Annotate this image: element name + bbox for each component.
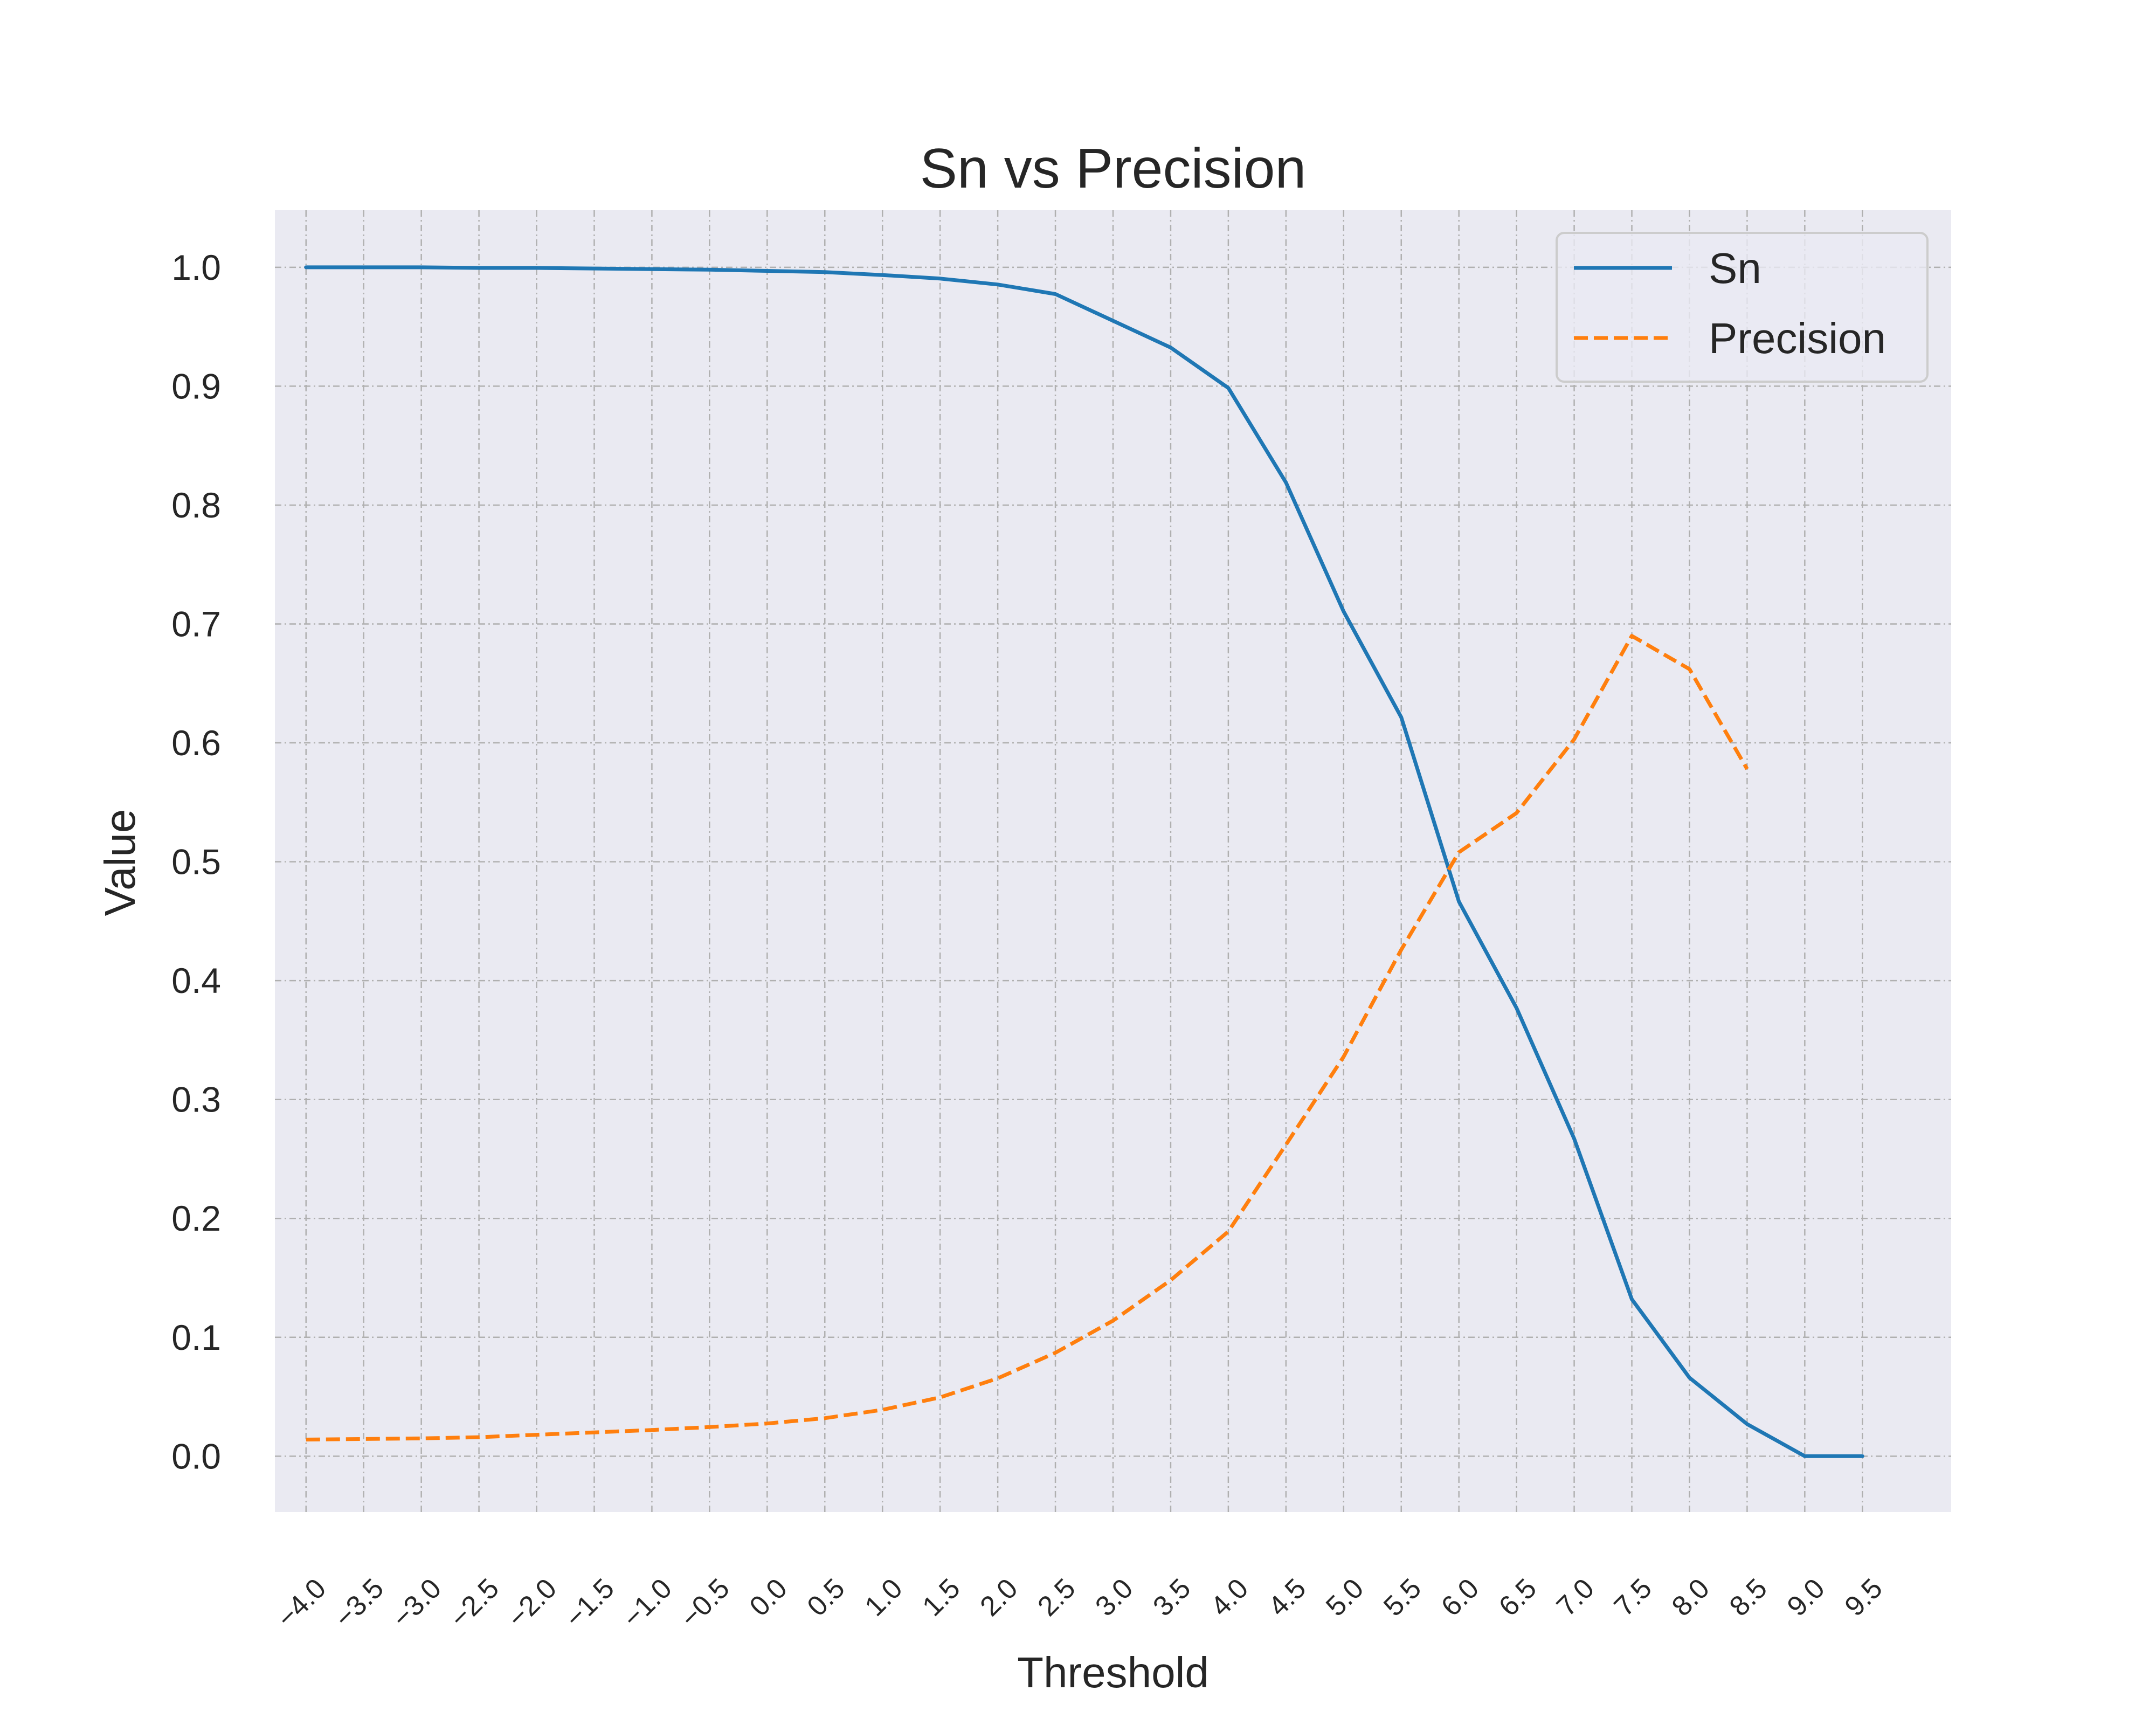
x-tick-label: 4.5: [1262, 1572, 1312, 1622]
x-tick-label: 9.0: [1781, 1572, 1831, 1622]
y-tick-label: 0.9: [171, 366, 221, 406]
x-tick-label: 1.0: [859, 1572, 909, 1622]
legend-box: [1556, 232, 1929, 383]
x-tick-label: 9.5: [1839, 1572, 1889, 1622]
y-tick-label: 0.4: [171, 961, 221, 1000]
y-tick-label: 0.8: [171, 485, 221, 525]
y-tick-label: 0.2: [171, 1198, 221, 1238]
legend-sn-label: Sn: [1709, 244, 1761, 292]
series-line-sn: [304, 265, 1864, 1458]
x-tick-label: 7.0: [1551, 1572, 1600, 1622]
x-tick-label: 3.5: [1147, 1572, 1197, 1622]
legend-precision-label: Precision: [1709, 314, 1886, 362]
x-tick-label: 6.0: [1435, 1572, 1485, 1622]
x-tick-label: −3.5: [329, 1572, 390, 1634]
x-tick-label: 8.0: [1666, 1572, 1716, 1622]
x-tick-label: 2.5: [1032, 1572, 1081, 1622]
x-tick-label: 8.5: [1724, 1572, 1773, 1622]
x-tick-label: 4.0: [1205, 1572, 1254, 1622]
y-tick-label: 0.7: [171, 604, 221, 644]
y-axis-label: Value: [96, 809, 144, 916]
y-tick-label: 0.3: [171, 1080, 221, 1120]
y-tick-label: 0.5: [171, 842, 221, 882]
x-tick-label: 5.5: [1378, 1572, 1427, 1622]
x-tick-label: −4.0: [271, 1572, 333, 1634]
x-tick-label: −3.0: [386, 1572, 448, 1634]
x-tick-label: 0.5: [801, 1572, 851, 1622]
y-tick-label: 0.6: [171, 723, 221, 763]
x-tick-label: −1.5: [559, 1572, 620, 1634]
x-tick-label: −0.5: [674, 1572, 736, 1634]
x-tick-label: 1.5: [917, 1572, 966, 1622]
x-tick-label: −2.5: [444, 1572, 505, 1634]
legend: Sn Precision: [1556, 232, 1929, 383]
y-axis-ticks: 0.0 0.1 0.2 0.3 0.4 0.5 0.6 0.7 0.8 0.9 1.0: [171, 247, 221, 1476]
y-tick-label: 0.0: [171, 1436, 221, 1476]
series-layer: [304, 265, 1864, 1458]
x-tick-label: 2.0: [974, 1572, 1024, 1622]
x-tick-label: 0.0: [744, 1572, 793, 1622]
x-tick-label: 7.5: [1608, 1572, 1658, 1622]
x-tick-label: −2.0: [501, 1572, 563, 1634]
x-tick-label: −1.0: [617, 1572, 678, 1634]
series-line-precision: [306, 634, 1749, 1441]
x-tick-label: 3.0: [1089, 1572, 1139, 1622]
x-tick-label: 6.5: [1493, 1572, 1543, 1622]
x-axis-label: Threshold: [1017, 1648, 1209, 1696]
y-tick-label: 0.1: [171, 1317, 221, 1357]
x-tick-label: 5.0: [1320, 1572, 1370, 1622]
chart-title: Sn vs Precision: [920, 137, 1307, 200]
x-axis-ticks: −4.0−3.5−3.0−2.5−2.0−1.5−1.0−0.5 0.0 0.5 1.…: [271, 1572, 1889, 1634]
grid: [275, 210, 1951, 1512]
y-tick-label: 1.0: [171, 247, 221, 287]
